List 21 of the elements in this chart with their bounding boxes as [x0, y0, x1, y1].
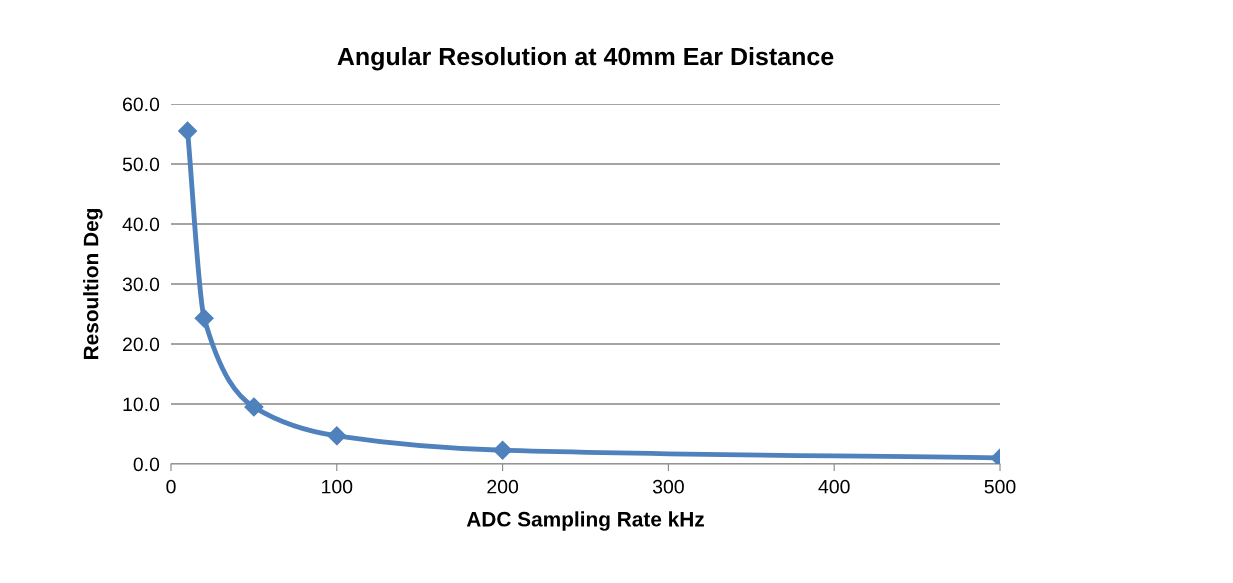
- y-tick-label: 20.0: [123, 337, 160, 352]
- y-tick-label: 0.0: [133, 457, 160, 472]
- point: [194, 308, 214, 328]
- x-tick-label: 300: [652, 479, 684, 494]
- y-tick-label: 30.0: [122, 277, 160, 292]
- point: [178, 121, 198, 141]
- x-tick-label: 200: [487, 479, 519, 494]
- x-tick-label: 500: [984, 479, 1016, 494]
- x-axis-title: ADC Sampling Rate kHz: [466, 511, 704, 531]
- point: [493, 440, 513, 460]
- x-tick-label: 400: [818, 479, 850, 494]
- x-tick-label: 0: [166, 479, 176, 494]
- y-tick-label: 10.0: [123, 397, 160, 412]
- chart-title: Angular Resolution at 40mm Ear Distance: [337, 46, 834, 71]
- y-tick-label: 60.0: [123, 97, 160, 112]
- point: [327, 426, 347, 446]
- point: [244, 397, 264, 417]
- y-axis-title: Resoultion Deg: [83, 209, 103, 359]
- y-tick-label: 50.0: [122, 157, 160, 172]
- x-tick-label: 100: [322, 479, 353, 494]
- y-tick-label: 40.0: [122, 217, 160, 232]
